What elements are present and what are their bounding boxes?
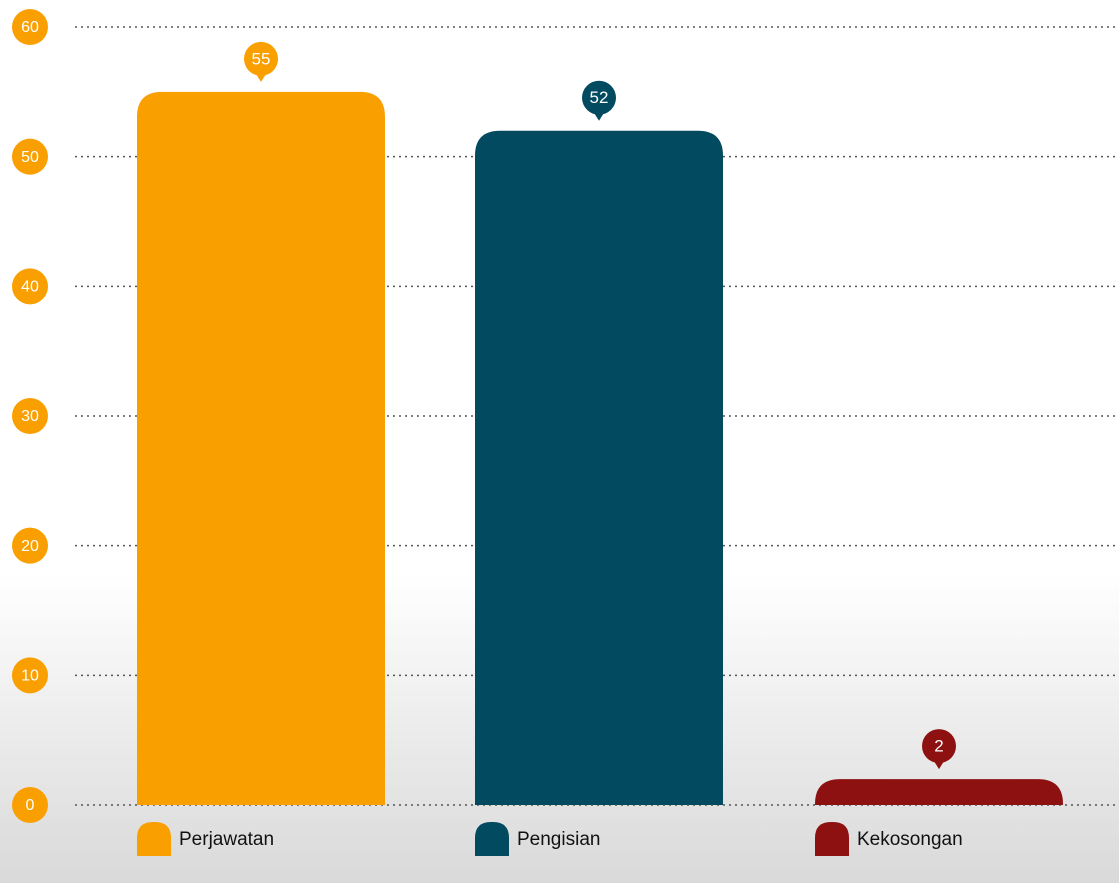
y-tick-label: 40 bbox=[21, 279, 39, 296]
y-tick-badge bbox=[12, 138, 48, 175]
bar bbox=[137, 91, 385, 806]
value-label: 52 bbox=[590, 88, 609, 107]
legend-swatch bbox=[475, 822, 509, 856]
value-badge bbox=[244, 41, 278, 76]
legend-label: Pengisian bbox=[517, 829, 600, 850]
y-tick-label: 20 bbox=[21, 538, 39, 555]
y-tick-label: 0 bbox=[26, 797, 35, 814]
value-badge bbox=[582, 80, 616, 115]
y-tick-label: 30 bbox=[21, 408, 39, 425]
legend-label: Perjawatan bbox=[179, 829, 274, 850]
bar bbox=[815, 779, 1063, 805]
y-tick-label: 10 bbox=[21, 668, 39, 685]
y-tick-badge bbox=[12, 9, 48, 45]
y-tick-badge bbox=[12, 268, 48, 305]
bar bbox=[475, 130, 723, 805]
y-tick-badge bbox=[12, 787, 48, 823]
y-tick-badge bbox=[12, 657, 48, 694]
y-tick-badge bbox=[12, 398, 48, 434]
value-label: 55 bbox=[252, 49, 271, 68]
value-badge bbox=[922, 729, 956, 764]
y-tick-label: 60 bbox=[21, 19, 39, 36]
y-tick-label: 50 bbox=[21, 149, 39, 166]
legend-label: Kekosongan bbox=[857, 829, 963, 850]
legend-swatch bbox=[137, 822, 171, 856]
y-tick-badge bbox=[12, 527, 48, 564]
value-label: 2 bbox=[934, 737, 943, 756]
legend-swatch bbox=[815, 822, 849, 856]
